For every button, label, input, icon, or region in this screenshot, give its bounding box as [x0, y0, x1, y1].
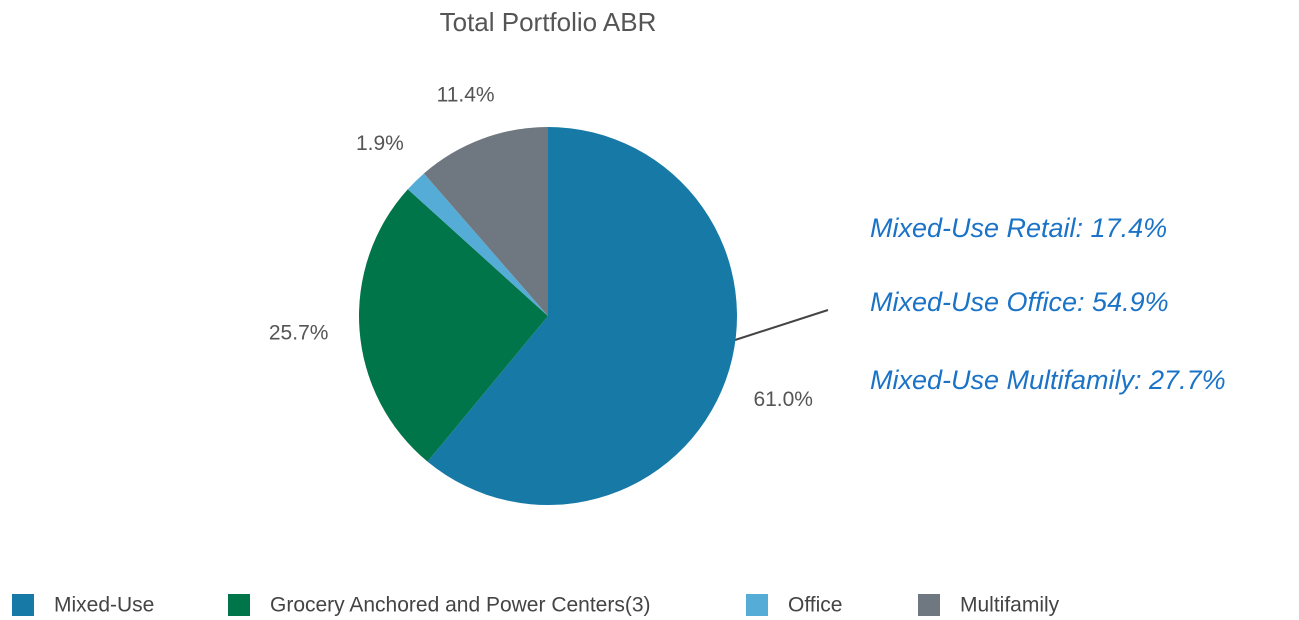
- legend-label: Office: [788, 594, 842, 617]
- legend-swatch: [228, 594, 250, 616]
- annotation: Mixed-Use Retail: 17.4%: [870, 213, 1167, 243]
- pie-slice: [427, 127, 737, 506]
- pie-slice: [407, 173, 548, 316]
- legend-label: Grocery Anchored and Power Centers(3): [270, 594, 651, 617]
- legend-swatch: [918, 594, 940, 616]
- legend-swatch: [746, 594, 768, 616]
- annotation: Mixed-Use Office: 54.9%: [870, 287, 1169, 317]
- annotation-leader: [734, 309, 829, 341]
- annotation: Mixed-Use Multifamily: 27.7%: [870, 365, 1226, 395]
- slice-label: 1.9%: [356, 132, 404, 155]
- slice-label: 61.0%: [753, 388, 813, 411]
- legend-label: Multifamily: [960, 594, 1060, 617]
- slice-label: 25.7%: [269, 322, 329, 345]
- pie-slice: [423, 127, 548, 316]
- legend-label: Mixed-Use: [54, 594, 154, 617]
- chart-title: Total Portfolio ABR: [440, 7, 657, 37]
- legend-swatch: [12, 594, 34, 616]
- pie-slice: [359, 189, 548, 462]
- slice-label: 11.4%: [437, 83, 495, 106]
